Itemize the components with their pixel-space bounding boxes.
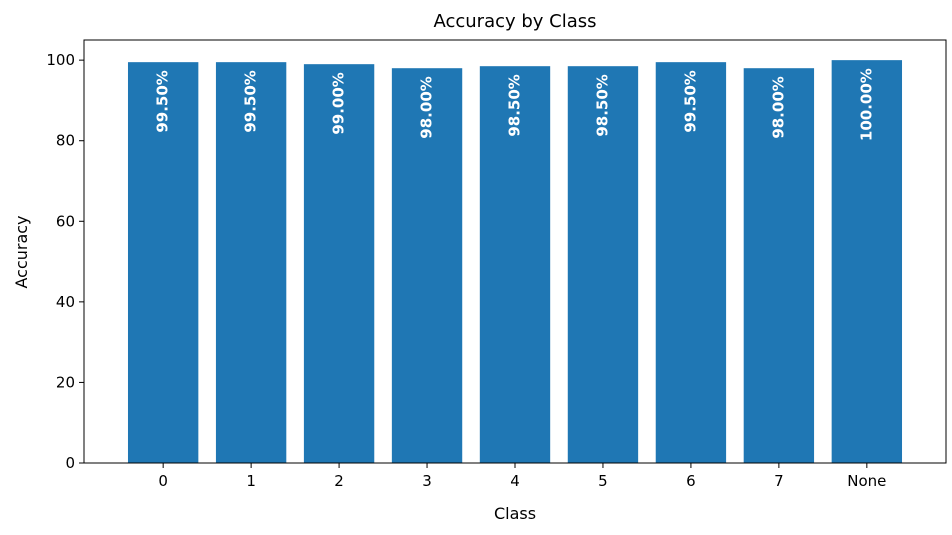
bar-value-label: 98.50% — [593, 74, 611, 136]
plot-frame — [83, 39, 947, 464]
x-tick-label: 2 — [334, 472, 344, 490]
y-tick-label: 40 — [56, 293, 75, 311]
bar-value-label: 98.50% — [506, 74, 524, 136]
bar-value-label: 98.00% — [418, 76, 436, 138]
bar-value-label: 99.00% — [330, 72, 348, 134]
bar-3 — [391, 68, 463, 463]
y-tick-label: 80 — [56, 132, 75, 150]
bar-value-label: 99.50% — [681, 70, 699, 132]
bar-5 — [567, 66, 639, 463]
x-axis-label: Class — [494, 504, 536, 523]
x-tick-label: 0 — [158, 472, 168, 490]
bar-value-label: 98.00% — [769, 76, 787, 138]
bar-labels-layer: 99.50% 99.50% 99.00% 98.00% 98.50% 98.50% 99.5… — [154, 68, 876, 141]
bar-7 — [743, 68, 815, 463]
bar-6 — [655, 62, 727, 464]
y-tick-label: 100 — [46, 51, 75, 69]
y-axis-label: Accuracy — [12, 215, 31, 288]
bars-layer — [127, 60, 903, 464]
bar-value-label: 99.50% — [242, 70, 260, 132]
bar-0 — [127, 62, 199, 464]
x-tick-label: 4 — [510, 472, 520, 490]
y-tick-label: 20 — [56, 373, 75, 391]
bar-1 — [215, 62, 287, 464]
x-tick-label: None — [847, 472, 886, 490]
bar-value-label: 99.50% — [154, 70, 172, 132]
x-tick-label: 3 — [422, 472, 432, 490]
chart-title: Accuracy by Class — [433, 11, 596, 32]
x-tick-label: 7 — [774, 472, 784, 490]
y-tick-label: 60 — [56, 212, 75, 230]
ticks-layer: 0 1 2 3 4 5 6 7 None 0 20 40 60 80 100 — [46, 51, 886, 490]
x-tick-label: 5 — [598, 472, 608, 490]
bar-none — [831, 60, 903, 464]
x-tick-label: 1 — [246, 472, 256, 490]
y-tick-label: 0 — [65, 454, 75, 472]
x-tick-label: 6 — [686, 472, 696, 490]
bar-2 — [303, 64, 375, 464]
bar-value-label: 100.00% — [857, 68, 875, 141]
bar-4 — [479, 66, 551, 463]
